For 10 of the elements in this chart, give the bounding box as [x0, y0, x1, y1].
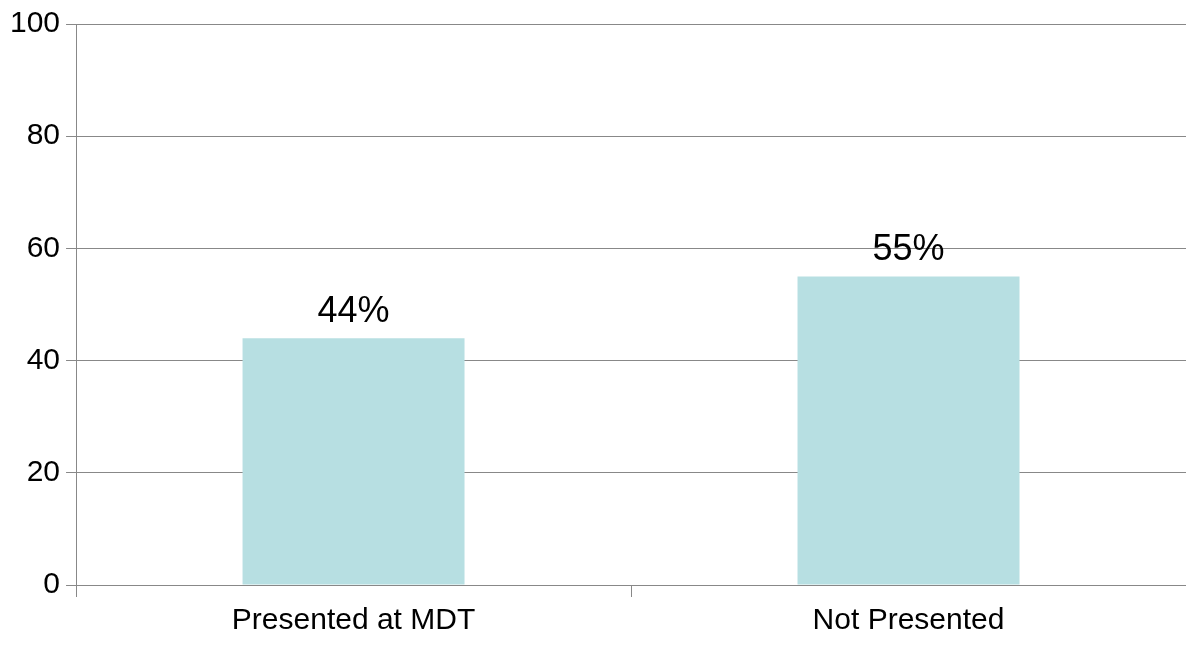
- y-tick-label: 0: [43, 566, 61, 600]
- y-tick-label: 100: [9, 5, 61, 39]
- x-tick-label: Presented at MDT: [231, 602, 476, 636]
- y-tick-label: 40: [26, 341, 61, 375]
- y-tick-label: 20: [26, 454, 61, 488]
- data-label: 55%: [872, 227, 945, 269]
- data-label: 44%: [317, 289, 390, 331]
- x-tick-label: Not Presented: [812, 602, 1005, 636]
- y-tick-label: 80: [26, 117, 61, 151]
- y-tick-label: 60: [26, 229, 61, 263]
